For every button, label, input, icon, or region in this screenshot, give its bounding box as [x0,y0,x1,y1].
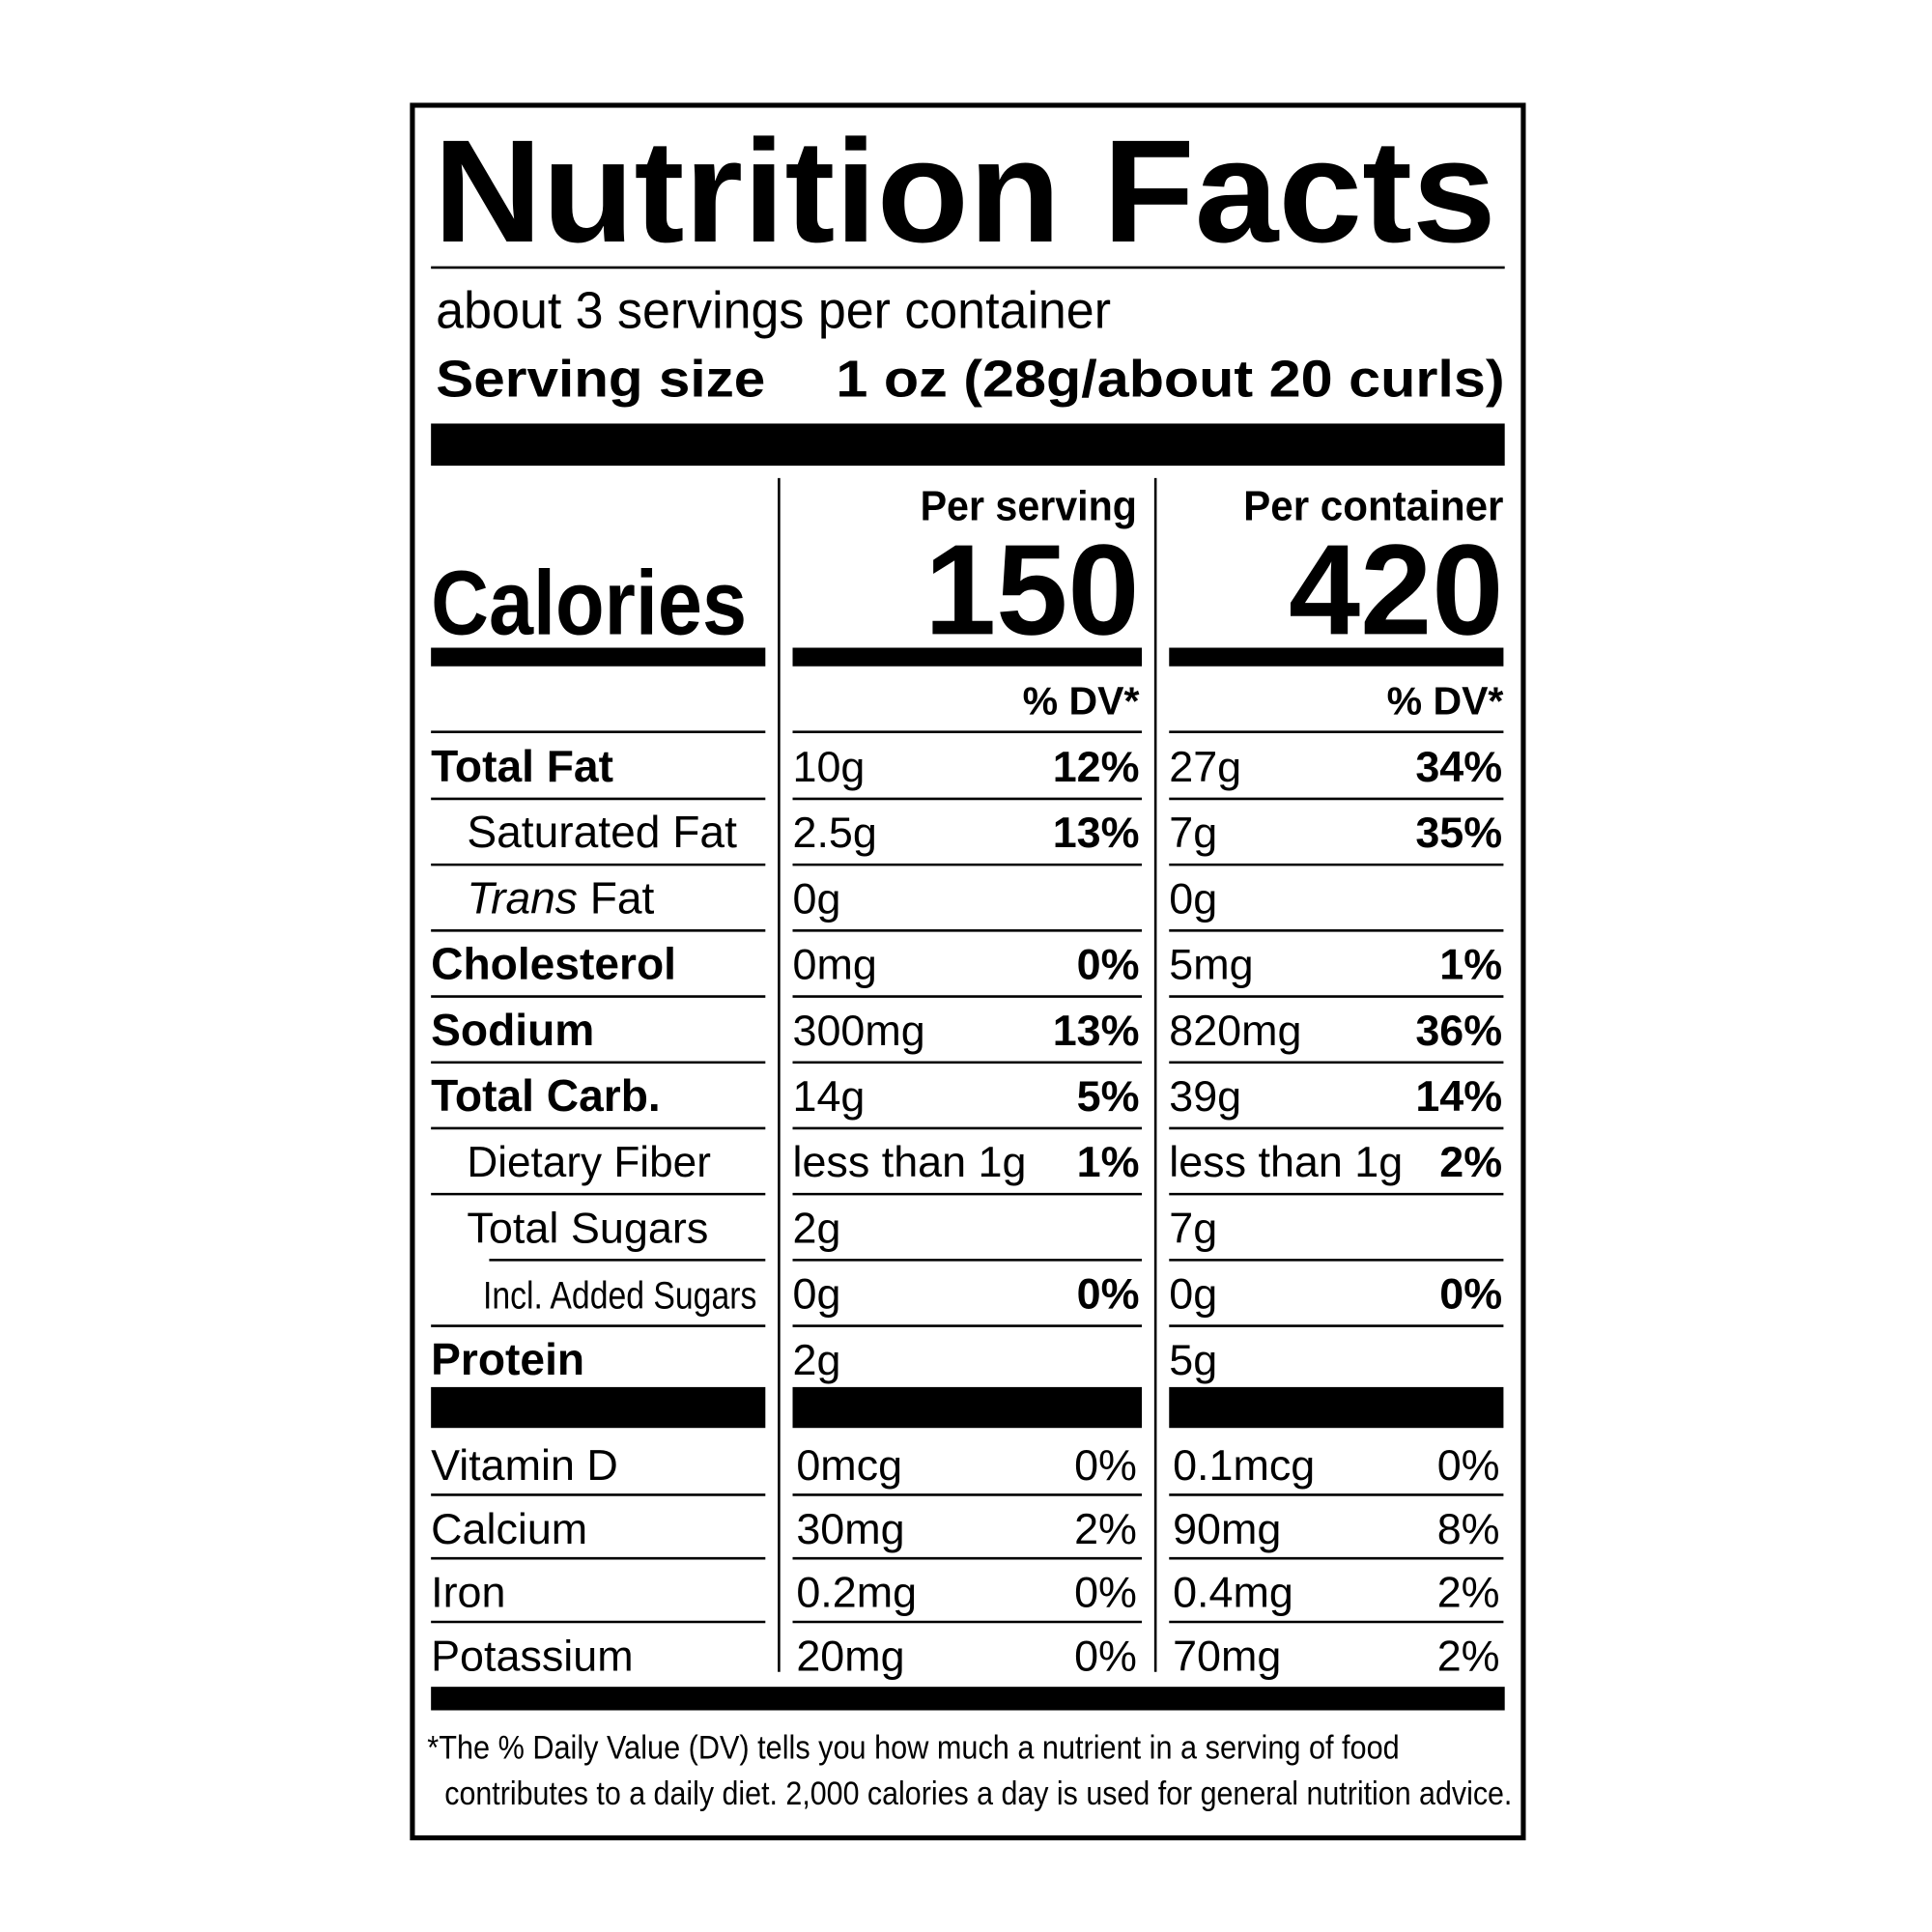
amount: 14g [793,1071,866,1121]
daily-value: 36% [1415,1006,1502,1055]
calories-value: 150 [924,518,1139,662]
serving-size-value: 1 oz (28g/about 20 curls) [836,350,1504,408]
thick-bar [792,647,1143,667]
dv-header: % DV* [1023,679,1140,724]
amount: 7g [1169,1203,1217,1252]
nutrient-name-italic: Trans [467,872,578,923]
daily-value: 1% [1439,940,1502,989]
daily-value: 13% [1053,808,1140,857]
daily-value: 2% [1074,1504,1137,1553]
amount: 5g [1169,1335,1217,1384]
amount: 39g [1169,1071,1241,1121]
amount: 10g [793,742,866,791]
amount: 2g [793,1203,841,1252]
nutrient-name: Total Sugars [467,1203,708,1252]
nutrient-name: Fat [590,872,655,923]
daily-value: 0% [1074,1440,1137,1490]
amount: 0.2mg [796,1568,917,1617]
daily-value: 34% [1415,742,1502,791]
nutrient-name: Trans Fat [467,872,654,923]
daily-value: 0% [1439,1269,1502,1319]
nutrient-name: Total Carb. [431,1070,661,1121]
nutrient-name: Incl. Added Sugars [483,1275,756,1318]
amount: 2g [793,1335,841,1384]
amount: 0.1mcg [1173,1440,1315,1490]
daily-value: 2% [1439,1137,1502,1186]
thick-bar [431,423,1505,467]
footnote: contributes to a daily diet. 2,000 calor… [444,1776,1512,1812]
thick-bar [1169,647,1504,667]
amount: 0g [793,1269,841,1319]
nutrient-name: Cholesterol [431,939,676,989]
vitamin-name: Iron [431,1568,505,1617]
amount: 27g [1169,742,1241,791]
amount: 2.5g [793,808,877,857]
dv-header: % DV* [1387,679,1504,724]
amount: 30mg [796,1504,904,1553]
daily-value: 0% [1074,1568,1137,1617]
amount: 0mcg [796,1440,902,1490]
amount: less than 1g [793,1137,1027,1186]
daily-value: 0% [1074,1631,1137,1680]
amount: 0g [1169,1269,1217,1319]
daily-value: 2% [1437,1568,1500,1617]
amount: 5mg [1169,940,1253,989]
nutrient-name: Dietary Fiber [467,1137,711,1186]
daily-value: 35% [1415,808,1502,857]
amount: 0mg [793,940,877,989]
nutrient-name: Total Fat [431,741,613,791]
calories-label: Calories [431,552,747,654]
amount: 0g [793,873,841,923]
amount: 0g [1169,873,1217,923]
nutrient-name: Protein [431,1334,584,1384]
daily-value: 13% [1053,1006,1140,1055]
daily-value: 0% [1437,1440,1500,1490]
amount: 70mg [1173,1631,1281,1680]
vitamin-name: Potassium [431,1631,633,1680]
daily-value: 2% [1437,1631,1500,1680]
amount: 300mg [793,1006,925,1055]
nutrient-name: Sodium [431,1005,594,1055]
thick-bar [431,647,766,667]
daily-value: 1% [1077,1137,1140,1186]
daily-value: 12% [1053,742,1140,791]
servings: about 3 servings per container [436,282,1111,340]
daily-value: 8% [1437,1504,1500,1553]
amount: less than 1g [1169,1137,1403,1186]
daily-value: 5% [1077,1071,1140,1121]
amount: 90mg [1173,1504,1281,1553]
column-header: Per container [1243,483,1503,529]
nutrient-rows: Total Fat 10g 12% 27g 34% Saturated Fat 2.5g 13… [431,730,1504,1680]
thick-bar [792,1386,1143,1429]
calories-value: 420 [1289,518,1503,662]
title: Nutrition Facts [434,110,1496,273]
amount: 20mg [796,1631,904,1680]
daily-value: 14% [1415,1071,1502,1121]
thick-bar [431,1386,766,1429]
nutrient-name: Saturated Fat [467,807,737,857]
vitamin-name: Vitamin D [431,1440,618,1490]
thick-bar [1169,1386,1504,1429]
daily-value: 0% [1077,1269,1140,1319]
thick-bar [431,1687,1505,1711]
vitamin-name: Calcium [431,1504,587,1553]
footnote: *The % Daily Value (DV) tells you how mu… [427,1730,1399,1767]
column-header: Per serving [921,483,1137,529]
daily-value: 0% [1077,940,1140,989]
label-border [410,102,1526,1841]
amount: 7g [1169,808,1217,857]
serving-size-label: Serving size [436,350,765,408]
amount: 820mg [1169,1006,1301,1055]
amount: 0.4mg [1173,1568,1293,1617]
